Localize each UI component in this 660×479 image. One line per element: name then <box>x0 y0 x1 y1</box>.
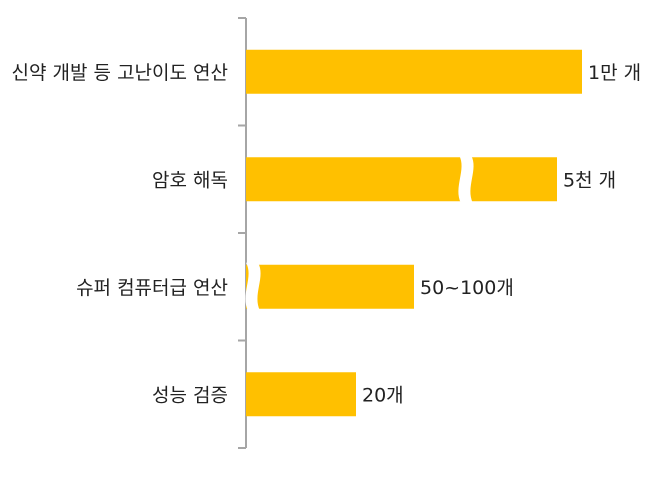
value-label: 20개 <box>362 384 404 406</box>
value-label: 5천 개 <box>563 169 616 191</box>
bar <box>246 372 356 417</box>
category-label: 성능 검증 <box>152 384 228 406</box>
bar <box>246 264 414 309</box>
category-label: 슈퍼 컴퓨터급 연산 <box>76 277 228 299</box>
axis-break-mark <box>458 155 474 204</box>
category-label: 신약 개발 등 고난이도 연산 <box>12 62 228 84</box>
bar <box>246 49 582 94</box>
category-label: 암호 해독 <box>152 169 228 191</box>
value-label: 50~100개 <box>420 277 514 299</box>
axis-break-mark <box>245 262 261 311</box>
bar <box>246 157 557 202</box>
value-label: 1만 개 <box>588 62 641 84</box>
